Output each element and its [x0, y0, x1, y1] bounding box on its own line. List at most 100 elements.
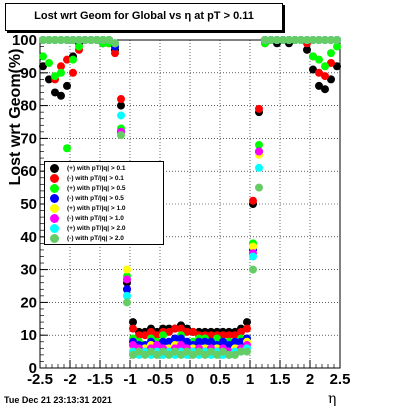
- data-point: [111, 49, 119, 58]
- data-point: [231, 337, 239, 346]
- data-point: [129, 350, 137, 359]
- chart-title: Lost wrt Geom for Global vs η at pT > 0.…: [34, 10, 254, 22]
- data-point: [57, 68, 65, 77]
- data-point: [159, 337, 167, 346]
- y-tick-label: 10: [20, 327, 37, 344]
- data-point: [177, 334, 185, 343]
- data-point: [291, 36, 299, 44]
- data-point: [153, 350, 161, 359]
- legend-label: (+) with pT/|q| > 0.1: [67, 165, 126, 172]
- data-point: [213, 350, 221, 359]
- data-point: [177, 341, 185, 350]
- data-point: [243, 347, 251, 356]
- data-point: [141, 350, 149, 359]
- y-tick-label: 90: [20, 65, 37, 82]
- data-point: [237, 347, 245, 356]
- data-point: [165, 350, 173, 359]
- data-point: [117, 95, 125, 104]
- data-point: [315, 55, 323, 64]
- data-point: [243, 324, 251, 333]
- data-point: [213, 334, 221, 343]
- data-point: [327, 36, 335, 44]
- data-point: [189, 350, 197, 359]
- data-point: [327, 75, 335, 84]
- data-point: [129, 341, 137, 350]
- data-point: [219, 347, 227, 356]
- chart-title-box: Lost wrt Geom for Global vs η at pT > 0.…: [5, 3, 283, 31]
- data-point: [309, 36, 317, 44]
- x-tick-label: 0: [186, 371, 194, 388]
- data-point: [189, 327, 197, 336]
- data-point: [51, 88, 59, 97]
- data-point: [105, 36, 113, 44]
- timestamp: Tue Dec 21 23:13:31 2021: [4, 395, 112, 405]
- legend-label: (+) with pT/|q| > 1.0: [67, 205, 126, 212]
- data-point: [237, 327, 245, 336]
- data-point: [135, 331, 143, 340]
- x-tick-label: -2: [63, 371, 76, 388]
- data-point: [171, 334, 179, 343]
- data-point: [261, 36, 269, 44]
- data-point: [93, 36, 101, 44]
- legend-entry: (+) with pT/|q| > 0.1: [45, 164, 163, 174]
- y-tick-label: 100: [12, 32, 37, 49]
- data-point: [333, 62, 341, 71]
- data-point: [117, 111, 125, 120]
- data-point: [327, 58, 335, 67]
- legend-label: (-) with pT/|q| > 1.0: [67, 215, 124, 222]
- data-point: [69, 55, 77, 64]
- data-point: [333, 36, 341, 44]
- data-point: [195, 347, 203, 356]
- data-point: [255, 140, 263, 149]
- data-point: [303, 36, 311, 44]
- y-tick-label: 70: [20, 130, 37, 147]
- data-point: [285, 36, 293, 44]
- data-point: [219, 331, 227, 340]
- y-tick-label: 50: [20, 196, 37, 213]
- data-point: [123, 285, 131, 294]
- data-point: [231, 331, 239, 340]
- data-point: [39, 36, 47, 44]
- x-tick-label: -0.5: [147, 371, 173, 388]
- data-point: [327, 49, 335, 58]
- data-point: [207, 331, 215, 340]
- data-point: [225, 341, 233, 350]
- legend-label: (-) with pT/|q| > 0.5: [67, 195, 124, 202]
- data-point: [129, 324, 137, 333]
- data-point: [315, 36, 323, 44]
- x-tick-label: 1: [246, 371, 254, 388]
- data-point: [321, 72, 329, 81]
- legend-entry: (+) with pT/|q| > 0.5: [45, 184, 163, 194]
- data-point: [45, 36, 53, 44]
- legend-label: (-) with pT/|q| > 0.1: [67, 175, 124, 182]
- data-point: [315, 81, 323, 90]
- data-point: [123, 291, 131, 300]
- data-point: [195, 337, 203, 346]
- data-point: [57, 62, 65, 71]
- data-point: [171, 347, 179, 356]
- legend-marker: [50, 234, 59, 243]
- data-point: [129, 318, 137, 327]
- legend-marker: [50, 214, 59, 223]
- data-point: [255, 104, 263, 113]
- data-point: [153, 331, 161, 340]
- legend-label: (+) with pT/|q| > 2.0: [67, 225, 126, 232]
- data-point: [69, 68, 77, 77]
- data-point: [231, 350, 239, 359]
- data-point: [39, 52, 47, 61]
- data-point: [51, 36, 59, 44]
- y-tick-label: 60: [20, 163, 37, 180]
- legend-entry: (-) with pT/|q| > 0.1: [45, 174, 163, 184]
- x-tick-label: -1.5: [87, 371, 113, 388]
- data-point: [225, 331, 233, 340]
- data-point: [135, 347, 143, 356]
- data-point: [147, 327, 155, 336]
- x-tick-label: 2: [306, 371, 314, 388]
- legend-marker: [50, 164, 59, 173]
- data-point: [99, 36, 107, 44]
- legend: (+) with pT/|q| > 0.1 (-) with pT/|q| > …: [44, 161, 164, 245]
- data-point: [279, 36, 287, 44]
- legend-entry: (-) with pT/|q| > 1.0: [45, 214, 163, 224]
- data-point: [243, 318, 251, 327]
